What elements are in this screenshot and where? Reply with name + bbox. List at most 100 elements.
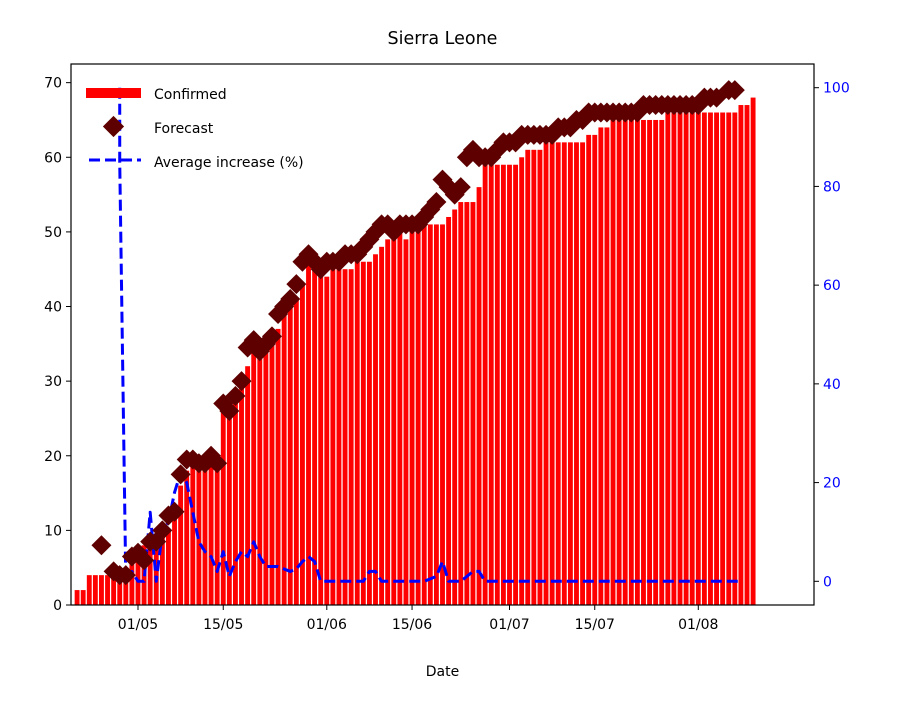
bar [561, 142, 567, 605]
legend-swatch-forecast [102, 115, 125, 138]
forecast-point [91, 535, 112, 556]
bar [184, 470, 190, 605]
bar [647, 119, 653, 605]
bar [433, 224, 439, 605]
bar [738, 105, 744, 605]
bar [452, 209, 458, 605]
bar [287, 306, 293, 605]
bar [744, 105, 750, 605]
bars-layer [74, 97, 756, 606]
bar [507, 164, 512, 606]
x-tick-label: 15/07 [575, 617, 615, 633]
forecast-point [207, 453, 228, 474]
bar [214, 463, 220, 605]
bar [580, 142, 586, 605]
bar [74, 590, 80, 605]
forecast-point [231, 371, 252, 392]
bar [281, 313, 287, 605]
bar [220, 410, 226, 605]
bar [245, 366, 251, 605]
bar [324, 276, 330, 605]
x-tick-label: 01/08 [678, 617, 718, 633]
bar [622, 119, 628, 605]
bar [634, 119, 640, 605]
bar [208, 463, 214, 605]
y-right-tick-label: 0 [823, 574, 832, 590]
bar [482, 164, 488, 606]
bar [403, 239, 409, 605]
bar [226, 410, 232, 605]
bar [513, 164, 519, 606]
bar [677, 112, 683, 605]
y-right-tick-label: 80 [823, 179, 841, 195]
x-tick-label: 15/06 [392, 617, 432, 633]
bar [665, 112, 671, 605]
bar [299, 284, 305, 605]
bar [153, 545, 159, 605]
forecast-point [724, 80, 745, 101]
y-axis-left: 0 10 20 30 40 50 60 70 [44, 76, 71, 614]
y-tick-label: 0 [53, 598, 62, 614]
bar [379, 246, 385, 606]
bar [476, 187, 482, 605]
chart-title: Sierra Leone [388, 29, 498, 49]
bar [275, 328, 281, 605]
y-tick-label: 10 [44, 523, 62, 539]
forecast-point [261, 326, 282, 347]
bar [196, 463, 202, 605]
bar [172, 515, 177, 605]
bar [409, 231, 415, 605]
bar [732, 112, 738, 605]
forecast-point [280, 289, 301, 310]
forecast-point [286, 274, 307, 295]
bar [373, 254, 378, 605]
bar [354, 261, 360, 605]
bar [701, 112, 707, 605]
bar [531, 149, 537, 606]
bar [342, 269, 348, 605]
bar [574, 142, 579, 605]
bar [92, 575, 98, 605]
bar [720, 112, 726, 605]
bar [251, 351, 257, 605]
x-tick-label: 01/07 [489, 617, 529, 633]
forecast-point [450, 177, 471, 198]
y-tick-label: 20 [44, 449, 62, 465]
bar [263, 351, 269, 605]
bar [269, 343, 275, 605]
bar [385, 239, 391, 605]
bar [750, 97, 756, 605]
bar [470, 202, 476, 605]
bar [641, 119, 646, 605]
plot-frame [70, 63, 815, 606]
bar [458, 202, 464, 605]
bar [537, 149, 543, 606]
bar [446, 216, 452, 605]
bar [653, 119, 659, 605]
bar [159, 537, 165, 605]
forecast-point [164, 501, 185, 522]
bar [689, 112, 695, 605]
bar [330, 269, 336, 605]
y-axis-right: 0 20 40 60 80 100 [814, 81, 850, 590]
forecast-point [115, 565, 136, 586]
bar [397, 231, 403, 605]
bar [306, 261, 311, 605]
bar [190, 463, 196, 605]
bar [671, 112, 677, 605]
bar [360, 261, 366, 605]
forecast-layer [91, 80, 745, 586]
bar [111, 575, 117, 605]
y-right-tick-label: 40 [823, 377, 841, 393]
x-tick-label: 15/05 [203, 617, 243, 633]
bar [525, 149, 531, 606]
x-tick-label: 01/05 [118, 617, 158, 633]
y-right-tick-label: 100 [823, 81, 850, 97]
x-tick-label: 01/06 [307, 617, 347, 633]
legend: Confirmed Forecast Average increase (%) [86, 87, 304, 171]
forecast-point [134, 550, 155, 571]
forecast-point [219, 400, 240, 421]
x-axis-label: Date [426, 664, 459, 680]
bar [488, 164, 494, 606]
